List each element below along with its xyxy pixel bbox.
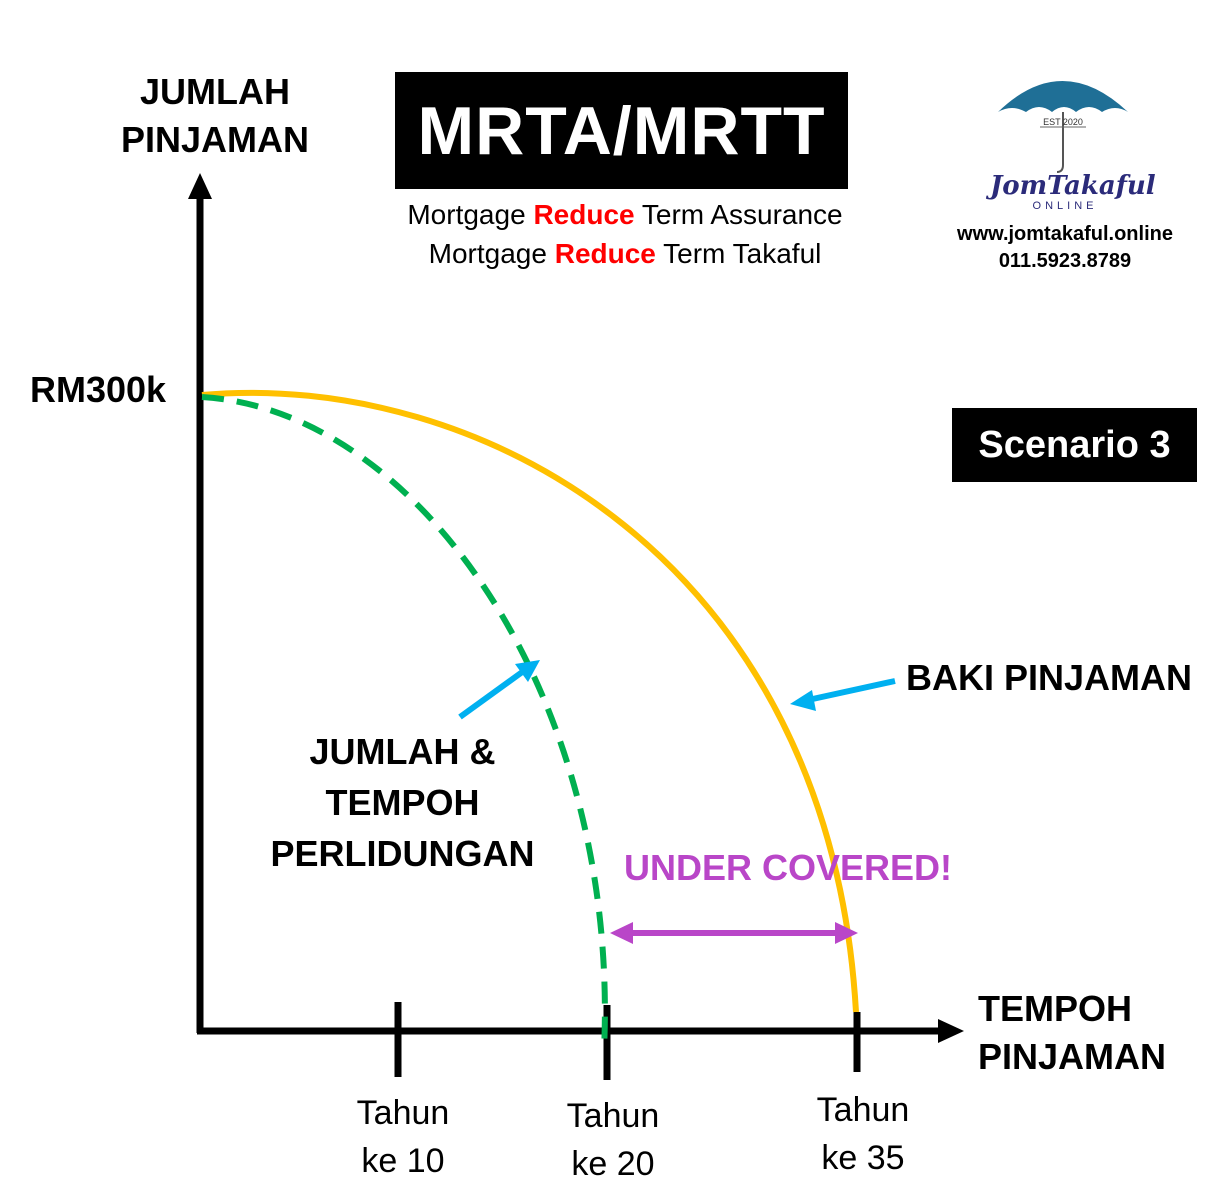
tick-label-20-line-2: ke 20 xyxy=(571,1145,655,1183)
umbrella-logo-icon xyxy=(998,81,1128,173)
tick-label-10: Tahun ke 10 xyxy=(338,1089,468,1185)
under-covered-label: UNDER COVERED! xyxy=(624,847,953,888)
brand-website[interactable]: www.jomtakaful.online xyxy=(957,223,1173,245)
x-axis-label: TEMPOH PINJAMAN xyxy=(978,985,1198,1081)
tick-label-35-line-1: Tahun xyxy=(816,1091,910,1129)
coverage-label-line-3: PERLIDUNGAN xyxy=(270,833,535,874)
pointer-arrow-coverage xyxy=(458,660,540,720)
x-axis-label-line-2: PINJAMAN xyxy=(978,1036,1167,1077)
under-covered-arrow xyxy=(610,922,858,944)
tick-label-10-line-1: Tahun xyxy=(356,1094,450,1132)
y-axis-label: JUMLAH PINJAMAN xyxy=(100,68,330,164)
tick-label-20: Tahun ke 20 xyxy=(548,1092,678,1188)
subtitle-2-post: Term Takaful xyxy=(655,238,822,269)
x-axis-arrowhead xyxy=(938,1019,964,1043)
y-axis-label-line-2: PINJAMAN xyxy=(120,119,309,160)
tick-label-35: Tahun ke 35 xyxy=(798,1086,928,1182)
brand-name: JomTakaful xyxy=(990,171,1156,201)
subtitle-1-post: Term Assurance xyxy=(634,199,843,230)
coverage-label: JUMLAH & TEMPOH PERLIDUNGAN xyxy=(270,726,535,879)
pointer-arrow-balance xyxy=(790,678,896,711)
y-axis-label-line-1: JUMLAH xyxy=(140,71,290,112)
coverage-curve xyxy=(201,394,608,1051)
brand-phone: 011.5923.8789 xyxy=(998,250,1132,272)
x-axis-label-line-1: TEMPOH xyxy=(978,988,1133,1029)
loan-balance-curve xyxy=(201,389,859,1013)
scenario-badge: Scenario 3 xyxy=(952,408,1197,482)
loan-balance-label: BAKI PINJAMAN xyxy=(906,657,1193,698)
subtitle-line-1: Mortgage Reduce Term Assurance xyxy=(395,199,855,231)
subtitle-2-highlight: Reduce xyxy=(554,238,656,269)
subtitle-2-pre: Mortgage xyxy=(428,238,555,269)
subtitle-line-2: Mortgage Reduce Term Takaful xyxy=(395,238,855,270)
tick-label-35-line-2: ke 35 xyxy=(821,1139,905,1177)
subtitle-1-highlight: Reduce xyxy=(533,199,635,230)
brand-tag: ONLINE xyxy=(1032,200,1098,212)
y-axis-arrowhead xyxy=(188,173,212,199)
coverage-label-line-2: TEMPOH xyxy=(325,782,480,823)
subtitle-1-pre: Mortgage xyxy=(407,199,534,230)
y-value-label: RM300k xyxy=(30,369,167,410)
coverage-label-line-1: JUMLAH & xyxy=(309,731,496,772)
page-title: MRTA/MRTT xyxy=(395,72,848,189)
tick-label-20-line-1: Tahun xyxy=(566,1097,660,1135)
tick-label-10-line-2: ke 10 xyxy=(361,1142,445,1180)
brand-est: EST 2020 xyxy=(1043,117,1083,127)
